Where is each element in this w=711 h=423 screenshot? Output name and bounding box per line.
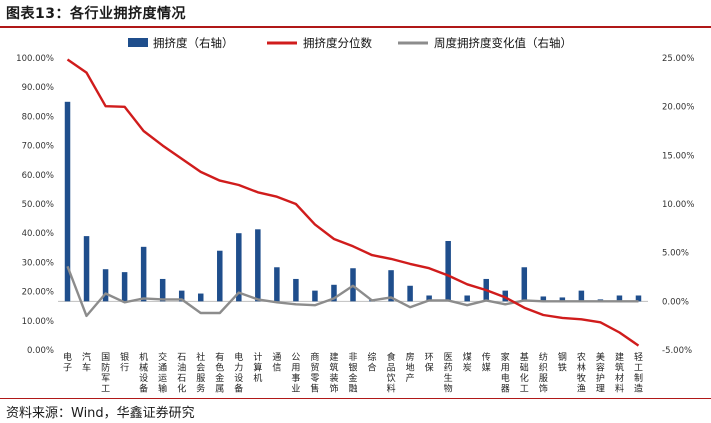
category-label: 传媒 <box>482 351 491 374</box>
bar-银行 <box>121 272 128 302</box>
title-divider <box>0 26 711 28</box>
bar-环保 <box>426 295 432 302</box>
legend-label-percentile: 拥挤度分位数 <box>303 36 372 50</box>
left-tick-label: 40.00% <box>22 229 54 239</box>
category-label: 煤炭 <box>463 351 472 374</box>
category-label: 社会服务 <box>196 351 205 395</box>
category-label: 钢铁 <box>558 351 567 374</box>
bar-社会服务 <box>197 293 204 302</box>
category-label: 汽车 <box>82 351 91 374</box>
bar-建筑装饰 <box>331 284 337 302</box>
legend-label-bar: 拥挤度（右轴） <box>153 36 234 50</box>
bar-钢铁 <box>559 297 566 302</box>
bar-医药生物 <box>445 240 451 302</box>
category-label: 建筑装饰 <box>329 351 338 395</box>
chart-svg: 拥挤度（右轴） 拥挤度分位数 周度拥挤度变化值（右轴） 0.00% 10.00% 2… <box>16 36 694 395</box>
right-tick-label: 15.00% <box>662 151 694 161</box>
bar-电子 <box>64 101 71 302</box>
category-label: 建筑材料 <box>615 351 624 395</box>
bar-纺织服饰 <box>540 296 547 302</box>
category-label: 房地产 <box>406 351 415 384</box>
category-label: 机械设备 <box>139 351 148 395</box>
left-tick-label: 20.00% <box>22 288 54 298</box>
right-tick-label: 20.00% <box>662 103 694 113</box>
bar-轻工制造 <box>635 295 642 302</box>
category-label: 综合 <box>368 351 377 374</box>
category-label: 电力设备 <box>234 351 243 395</box>
bar-家用电器 <box>502 290 509 302</box>
category-label: 非银金融 <box>349 351 358 395</box>
category-label: 通信 <box>272 352 281 374</box>
category-label: 有色金属 <box>215 351 224 395</box>
right-tick-label: -5.00% <box>662 346 692 356</box>
bar-有色金属 <box>217 250 223 302</box>
right-tick-label: 0.00% <box>662 297 689 307</box>
bar-商贸零售 <box>312 290 318 302</box>
bar-交通运输 <box>159 278 166 302</box>
right-tick-label: 10.00% <box>662 200 694 210</box>
left-tick-label: 80.00% <box>22 112 54 122</box>
bar-煤炭 <box>464 295 470 302</box>
bar-石油石化 <box>178 290 185 302</box>
bar-农林牧渔 <box>578 290 585 302</box>
bar-机械设备 <box>140 246 147 302</box>
legend-label-weekly: 周度拥挤度变化值（右轴） <box>434 36 572 50</box>
category-label: 银行 <box>120 351 129 374</box>
category-label: 轻工制造 <box>634 351 643 395</box>
left-tick-label: 90.00% <box>22 83 54 93</box>
category-label: 石油石化 <box>177 353 186 395</box>
percentile-line <box>66 58 640 347</box>
bar-公用事业 <box>293 278 299 302</box>
left-tick-label: 10.00% <box>22 317 54 327</box>
bar-series <box>64 101 642 302</box>
left-tick-label: 70.00% <box>22 142 54 152</box>
chart-title: 图表13：各行业拥挤度情况 <box>6 6 186 22</box>
category-label: 环保 <box>425 352 434 374</box>
category-label: 公用事业 <box>291 352 300 395</box>
footer-divider <box>0 398 711 399</box>
bar-房地产 <box>407 285 413 302</box>
category-label: 纺织服饰 <box>539 351 548 395</box>
bar-通信 <box>274 267 280 302</box>
bar-汽车 <box>83 236 90 302</box>
bar-计算机 <box>255 229 261 302</box>
bar-基础化工 <box>521 267 528 302</box>
bar-电力设备 <box>236 233 242 302</box>
category-label: 电子 <box>63 351 72 374</box>
category-label: 医药生物 <box>444 352 453 395</box>
axes: 0.00% 10.00% 20.00% 30.00% 40.00% 50.00% 60.00… <box>16 54 694 356</box>
category-label: 基础化工 <box>520 351 529 395</box>
category-label: 交通运输 <box>158 351 167 395</box>
legend-swatch-bar <box>128 38 148 47</box>
bar-国防军工 <box>102 269 109 302</box>
legend: 拥挤度（右轴） 拥挤度分位数 周度拥挤度变化值（右轴） <box>128 36 572 50</box>
right-tick-label: 25.00% <box>662 54 694 64</box>
left-tick-label: 0.00% <box>27 346 54 356</box>
category-label: 家用电器 <box>501 351 510 395</box>
source-note: 资料来源：Wind，华鑫证券研究 <box>6 406 195 421</box>
left-tick-label: 60.00% <box>22 171 54 181</box>
left-tick-label: 50.00% <box>22 200 54 210</box>
category-label: 计算机 <box>253 351 262 384</box>
bar-建筑材料 <box>616 295 623 302</box>
category-label: 农林牧渔 <box>577 351 586 395</box>
line-series <box>66 58 640 347</box>
right-tick-label: 5.00% <box>662 249 689 259</box>
left-tick-label: 30.00% <box>22 258 54 268</box>
left-tick-label: 100.00% <box>16 54 54 64</box>
bar-食品饮料 <box>388 270 394 302</box>
category-label: 国防军工 <box>101 352 110 395</box>
category-label: 商贸零售 <box>310 351 319 395</box>
category-label: 食品饮料 <box>387 351 396 395</box>
weekly-change-line <box>66 265 639 318</box>
category-label: 美容护理 <box>596 351 605 395</box>
